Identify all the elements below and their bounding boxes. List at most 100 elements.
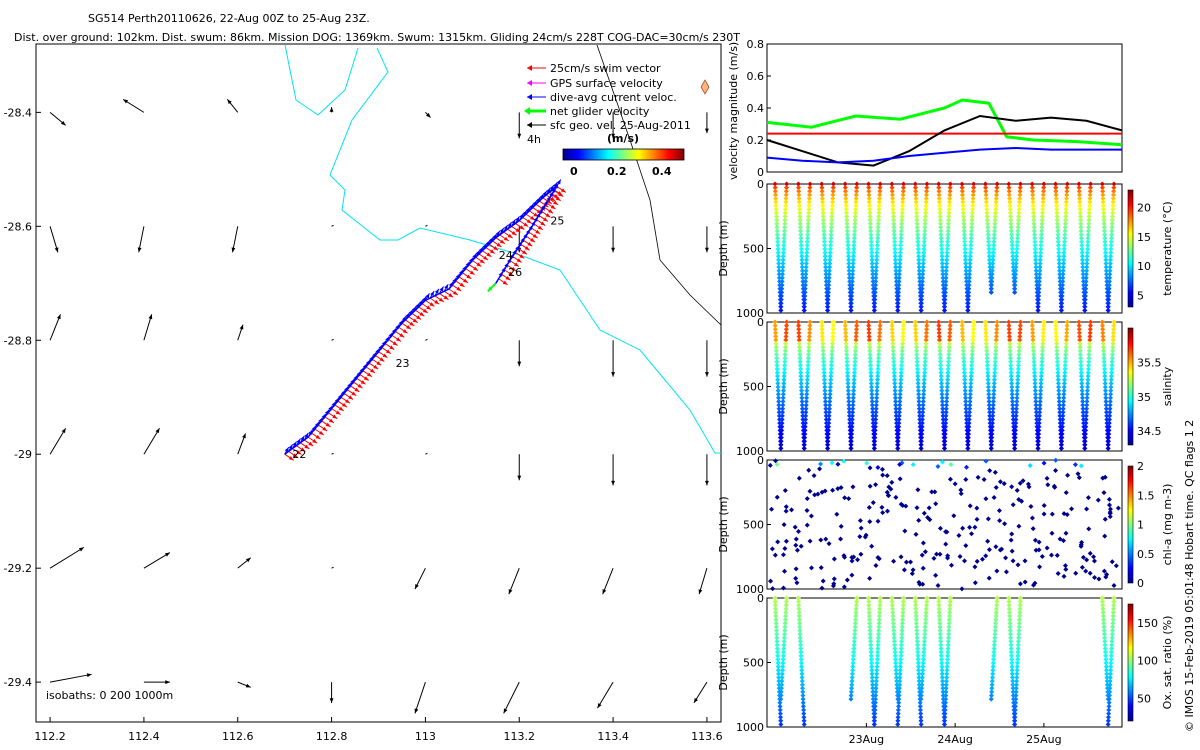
data-point bbox=[1006, 192, 1012, 198]
geo-velocity-arrow bbox=[331, 452, 334, 455]
data-point bbox=[827, 384, 833, 390]
data-point bbox=[1008, 366, 1014, 372]
data-point bbox=[988, 696, 994, 702]
data-point bbox=[1087, 337, 1093, 343]
data-point bbox=[987, 264, 993, 270]
data-point bbox=[947, 476, 953, 482]
data-point bbox=[1009, 384, 1015, 390]
data-point bbox=[1013, 417, 1019, 423]
data-point bbox=[939, 671, 945, 677]
data-point bbox=[1022, 579, 1028, 585]
data-point bbox=[1040, 333, 1046, 339]
data-point bbox=[1031, 210, 1037, 216]
data-point bbox=[914, 642, 920, 648]
data-point bbox=[1106, 282, 1112, 288]
data-point bbox=[1030, 341, 1036, 347]
data-point bbox=[940, 413, 946, 419]
data-point bbox=[875, 464, 881, 470]
data-point bbox=[877, 326, 883, 332]
data-point bbox=[1091, 558, 1097, 564]
data-point bbox=[891, 370, 897, 376]
data-point bbox=[826, 541, 832, 547]
data-point bbox=[968, 246, 974, 252]
data-point bbox=[1077, 195, 1083, 201]
data-point bbox=[994, 185, 1000, 191]
data-point bbox=[797, 206, 803, 212]
data-point bbox=[890, 609, 896, 615]
data-point bbox=[1077, 337, 1083, 343]
data-point bbox=[986, 406, 992, 412]
data-point bbox=[1038, 239, 1044, 245]
swim-vector-arrow bbox=[359, 374, 370, 381]
data-point bbox=[1010, 417, 1016, 423]
data-point bbox=[1038, 235, 1044, 241]
data-point bbox=[1110, 613, 1116, 619]
data-point bbox=[1083, 417, 1089, 423]
swim-vector-arrow bbox=[546, 202, 556, 210]
data-point bbox=[983, 458, 989, 464]
data-point bbox=[822, 253, 828, 259]
data-point bbox=[782, 221, 788, 227]
data-point bbox=[918, 696, 924, 702]
data-point bbox=[874, 395, 880, 401]
data-point bbox=[827, 250, 833, 256]
data-point bbox=[826, 424, 832, 430]
data-point bbox=[845, 384, 851, 390]
data-point bbox=[990, 667, 996, 673]
data-point bbox=[990, 257, 996, 263]
data-point bbox=[1017, 480, 1023, 486]
data-point bbox=[923, 199, 929, 205]
data-point bbox=[1107, 409, 1113, 415]
data-point bbox=[805, 366, 811, 372]
data-point bbox=[884, 473, 890, 479]
data-point bbox=[990, 409, 996, 415]
data-point bbox=[866, 606, 872, 612]
data-point bbox=[1063, 341, 1069, 347]
data-point bbox=[1077, 206, 1083, 212]
data-point bbox=[853, 195, 859, 201]
data-point bbox=[800, 413, 806, 419]
data-point bbox=[846, 395, 852, 401]
data-point bbox=[774, 646, 780, 652]
data-point bbox=[892, 642, 898, 648]
data-point bbox=[828, 366, 834, 372]
data-point bbox=[969, 355, 975, 361]
data-point bbox=[919, 420, 925, 426]
data-point bbox=[967, 268, 973, 274]
data-point bbox=[1077, 199, 1083, 205]
data-point bbox=[925, 514, 931, 520]
data-point bbox=[1107, 682, 1113, 688]
data-point bbox=[780, 653, 786, 659]
data-point bbox=[1007, 348, 1013, 354]
data-point bbox=[993, 348, 999, 354]
data-point bbox=[828, 377, 834, 383]
data-point bbox=[1111, 602, 1117, 608]
data-point bbox=[843, 210, 849, 216]
data-point bbox=[915, 384, 921, 390]
data-point bbox=[1036, 424, 1042, 430]
data-point bbox=[796, 203, 802, 209]
data-point bbox=[1100, 192, 1106, 198]
geo-velocity-arrow bbox=[49, 111, 66, 126]
data-point bbox=[873, 693, 879, 699]
data-point bbox=[958, 487, 964, 493]
data-point bbox=[823, 413, 829, 419]
data-point bbox=[924, 599, 930, 605]
data-point bbox=[1084, 268, 1090, 274]
data-point bbox=[984, 214, 990, 220]
data-point bbox=[782, 631, 788, 637]
data-point bbox=[944, 260, 950, 266]
data-point bbox=[1053, 185, 1059, 191]
data-point bbox=[945, 373, 951, 379]
data-point bbox=[987, 468, 993, 474]
data-point bbox=[1017, 613, 1023, 619]
data-point bbox=[970, 192, 976, 198]
swim-vector-arrow bbox=[514, 251, 525, 259]
data-point bbox=[1030, 326, 1036, 332]
data-point bbox=[1100, 341, 1106, 347]
data-point bbox=[774, 631, 780, 637]
data-point bbox=[876, 210, 882, 216]
data-point bbox=[1038, 391, 1044, 397]
data-point bbox=[945, 377, 951, 383]
data-point bbox=[867, 635, 873, 641]
